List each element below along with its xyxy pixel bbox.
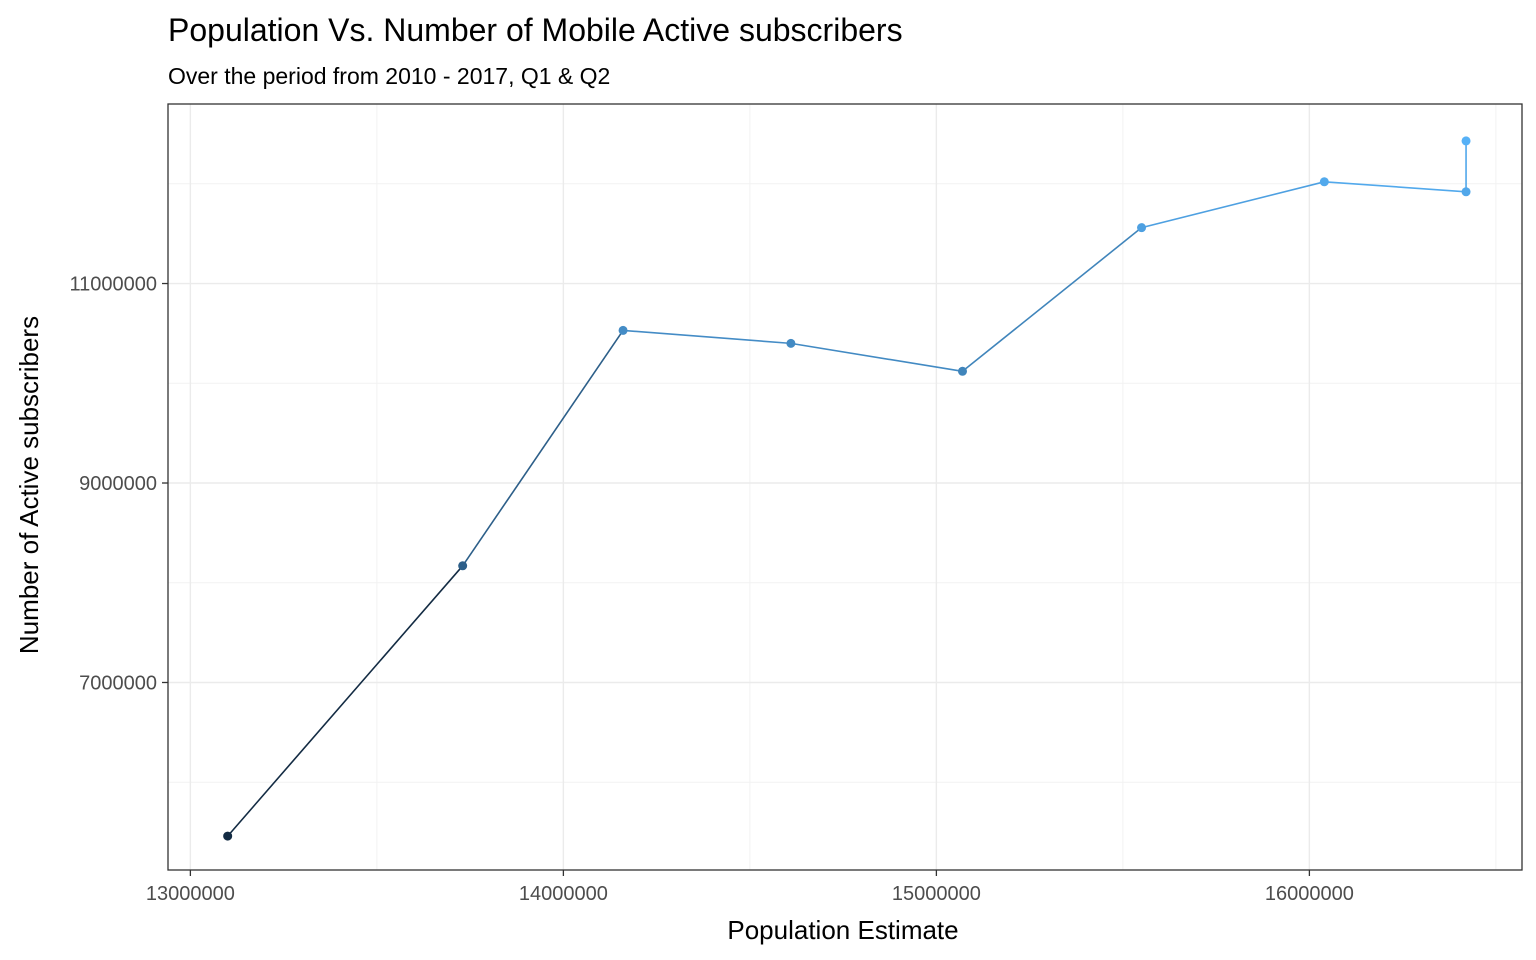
series-line-segment bbox=[790, 342, 963, 373]
x-axis-title: Population Estimate bbox=[727, 915, 958, 945]
y-tick-label: 9000000 bbox=[79, 473, 157, 495]
y-axis-ticks: 7000000 9000000 11000000 bbox=[70, 274, 168, 694]
series-line-segment bbox=[623, 329, 791, 345]
x-tick-label: 13000000 bbox=[146, 883, 235, 905]
data-point bbox=[223, 831, 233, 841]
y-tick-label: 11000000 bbox=[70, 274, 158, 296]
series-line-segment bbox=[1141, 181, 1325, 229]
series-line-segment bbox=[1324, 180, 1467, 193]
data-point bbox=[1461, 136, 1471, 146]
data-point bbox=[957, 366, 967, 376]
minor-gridlines bbox=[168, 104, 1522, 870]
data-point bbox=[1461, 187, 1471, 197]
x-tick-label: 14000000 bbox=[519, 883, 608, 905]
y-tick-label: 7000000 bbox=[79, 672, 157, 694]
x-tick-label: 16000000 bbox=[1265, 883, 1354, 905]
chart-subtitle: Over the period from 2010 - 2017, Q1 & Q… bbox=[168, 63, 610, 89]
data-point bbox=[618, 325, 628, 335]
data-series bbox=[223, 136, 1471, 841]
y-axis-title: Number of Active subscribers bbox=[14, 316, 44, 654]
chart-title: Population Vs. Number of Mobile Active s… bbox=[168, 12, 903, 48]
major-gridlines bbox=[168, 104, 1522, 870]
data-point bbox=[1319, 177, 1329, 187]
series-line-segment bbox=[961, 227, 1143, 372]
data-point bbox=[1137, 223, 1147, 233]
series-line-segment bbox=[462, 329, 624, 567]
x-axis-ticks: 13000000 14000000 15000000 16000000 bbox=[146, 870, 1354, 905]
series-line-segment bbox=[227, 565, 464, 837]
data-point bbox=[786, 338, 796, 348]
data-point bbox=[458, 561, 468, 571]
plot-panel-border bbox=[167, 103, 1523, 871]
x-tick-label: 15000000 bbox=[892, 883, 981, 905]
